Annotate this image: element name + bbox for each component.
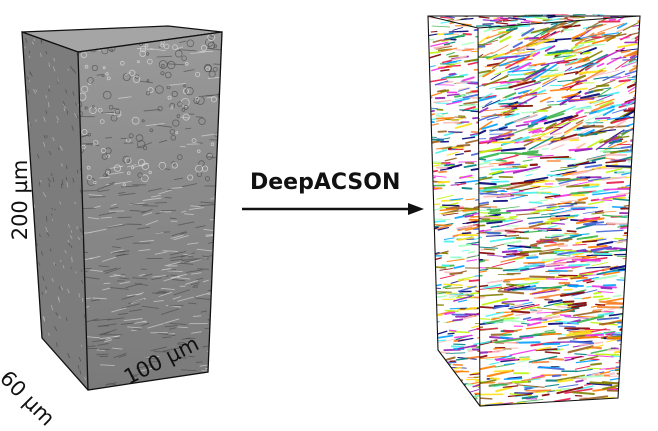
segmentation-volume bbox=[426, 9, 658, 410]
arrow bbox=[242, 203, 424, 215]
em-front-face bbox=[78, 32, 222, 390]
em-volume bbox=[22, 26, 238, 393]
method-label: DeepACSON bbox=[250, 170, 400, 195]
arrow-head bbox=[408, 203, 424, 215]
height-label: 200 µm bbox=[8, 150, 32, 250]
